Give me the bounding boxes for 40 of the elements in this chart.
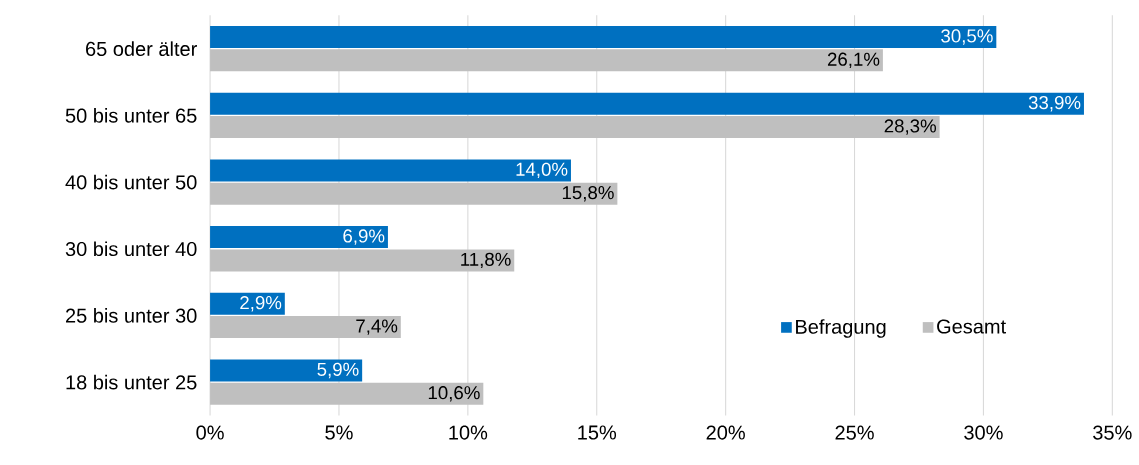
data-label: 5,9%: [317, 362, 359, 378]
data-label: 10,6%: [428, 385, 480, 402]
x-tick-label: 0%: [196, 425, 224, 440]
y-tick-label: 30 bis unter 40: [65, 241, 197, 256]
bar: [210, 92, 1084, 115]
data-label: 28,3%: [884, 119, 936, 135]
x-tick-label: 35%: [1093, 425, 1132, 440]
legend-label: Gesamt: [937, 319, 1006, 334]
x-tick-label: 5%: [325, 425, 353, 440]
x-tick-label: 30%: [964, 425, 1003, 440]
x-tick-label: 10%: [449, 425, 488, 440]
data-label: 11,8%: [461, 252, 511, 268]
x-tick-label: 20%: [706, 425, 745, 440]
y-tick-label: 25 bis unter 30: [66, 307, 197, 323]
bar: [210, 182, 618, 205]
bar: [210, 25, 997, 48]
bar: [210, 315, 401, 338]
y-tick-label: 18 bis unter 25: [66, 374, 197, 390]
data-label: 14,0%: [516, 162, 568, 178]
bar: [210, 49, 883, 72]
bar: [210, 382, 484, 405]
y-tick-label: 50 bis unter 65: [65, 107, 197, 123]
y-tick-label: 40 bis unter 50: [65, 174, 197, 190]
data-label: 26,1%: [827, 52, 880, 68]
legend-label: Befragung: [796, 318, 886, 338]
bar: [210, 249, 515, 272]
data-label: 33,9%: [1028, 95, 1081, 112]
data-label: 7,4%: [356, 319, 398, 335]
y-tick-label: 65 oder älter: [86, 41, 197, 56]
bar: [210, 359, 363, 382]
data-label: 6,9%: [343, 229, 385, 245]
bar: [210, 292, 285, 315]
bar: [210, 225, 388, 248]
x-tick-label: 25%: [835, 425, 874, 440]
data-label: 15,8%: [562, 185, 614, 202]
bar: [210, 115, 940, 138]
bar: [210, 159, 571, 182]
x-tick-label: 15%: [578, 425, 617, 440]
data-label: 2,9%: [240, 295, 282, 312]
data-label: 30,5%: [941, 29, 993, 45]
